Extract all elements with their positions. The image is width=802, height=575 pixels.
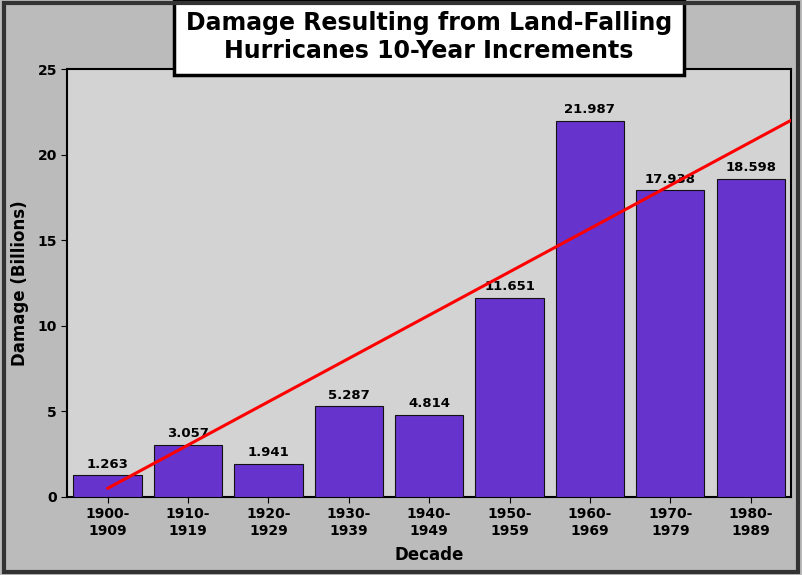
Text: 5.287: 5.287 bbox=[328, 389, 370, 402]
Bar bbox=[314, 407, 383, 497]
Text: 4.814: 4.814 bbox=[408, 397, 450, 410]
Bar bbox=[395, 415, 464, 497]
Text: 21.987: 21.987 bbox=[565, 104, 615, 116]
Bar bbox=[716, 179, 785, 497]
Bar bbox=[234, 463, 302, 497]
Y-axis label: Damage (Billions): Damage (Billions) bbox=[11, 200, 29, 366]
Text: 1.263: 1.263 bbox=[87, 458, 128, 471]
Text: 11.651: 11.651 bbox=[484, 280, 535, 293]
Bar bbox=[556, 121, 624, 497]
Bar bbox=[636, 190, 704, 497]
X-axis label: Decade: Decade bbox=[395, 546, 464, 564]
Text: 17.938: 17.938 bbox=[645, 172, 696, 186]
Text: 3.057: 3.057 bbox=[167, 427, 209, 440]
Bar bbox=[476, 297, 544, 497]
Title: Damage Resulting from Land-Falling
Hurricanes 10-Year Increments: Damage Resulting from Land-Falling Hurri… bbox=[186, 11, 672, 63]
Text: 18.598: 18.598 bbox=[725, 162, 776, 174]
Bar bbox=[154, 444, 222, 497]
Text: 1.941: 1.941 bbox=[248, 446, 290, 459]
Bar bbox=[74, 476, 142, 497]
